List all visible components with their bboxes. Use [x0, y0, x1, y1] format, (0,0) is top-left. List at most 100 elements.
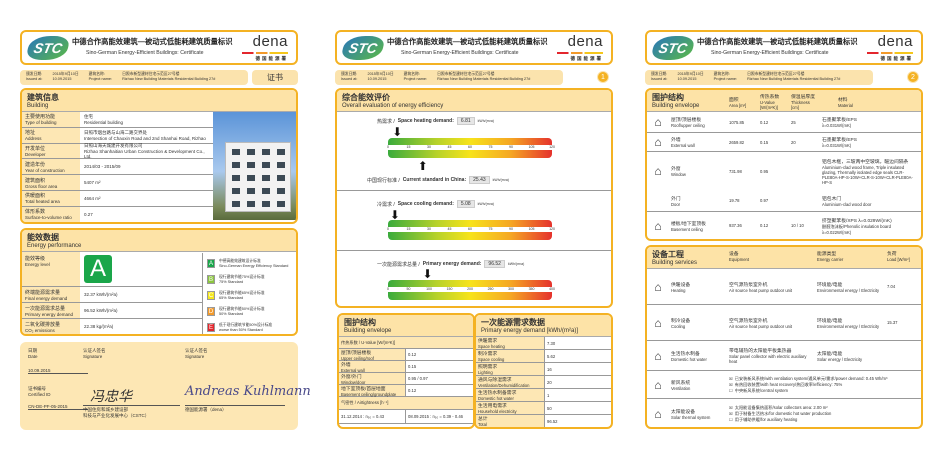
section-title-cn: 围护结构: [652, 93, 684, 102]
thickness: [789, 190, 820, 211]
issued-date-cn: 2015年9月10日: [677, 72, 704, 76]
issued-label: 颁发日期: Issued at:: [651, 72, 667, 83]
component-cn: 楼板/地下室顶板: [671, 221, 706, 227]
energy-carrier-en: Environmental energy / Electricity: [817, 323, 880, 329]
certificate-header: STC 中德合作高能效建筑—被动式低能耗建筑质量标识 Sino-German Ene…: [335, 30, 613, 65]
column-header: 面积 Area [m²]: [727, 92, 758, 111]
grade-swatch: A: [207, 258, 215, 268]
building-value-en: 4664 m²: [84, 195, 101, 201]
material: 铝包木框，三玻两中空玻璃，暖边间隔条 Aluminium-clad wood fr…: [820, 152, 921, 190]
service-type: 供暖设备 Heating: [669, 269, 727, 304]
solar-row: ⌂ 太阳能设备 Solar thermal system ☒ 太阳能设备集热面积/sol…: [647, 399, 921, 427]
window: [262, 162, 270, 168]
energy-rows: 能效等级 Energy level A 终端能源需求量 Final energy dem…: [22, 252, 202, 334]
scale-tick: 15: [406, 227, 411, 231]
title-english: Sino-German Energy-Efficient Buildings: …: [86, 50, 204, 56]
grade-swatch: D: [207, 306, 215, 316]
component-en: Upper ceiling/roof: [341, 355, 374, 361]
section-title: 围护结构 Building envelope: [339, 315, 473, 337]
standard-label-cn: 中国现行标准 /: [367, 177, 400, 184]
project-name-cn: 日照市新型建材住宅示范区27号楼: [437, 72, 495, 76]
envelope-services-page: STC 中德合作高能效建筑—被动式低能耗建筑质量标识 Sino-German Ene…: [645, 30, 925, 430]
grade-legend-item: D 现行建筑节能50%设计标准 50% Standard: [203, 303, 296, 319]
demand-type-en: Domestic hot water: [478, 396, 514, 401]
solar-option: ☒ 用于制备生活热水/for domestic hot water product…: [729, 411, 919, 417]
building-value: 日照山海天城建开发有限公司 Rizhao Shanhaitian Urban Co…: [80, 143, 215, 159]
project-name-en: Rizhao New Building Materials Residentia…: [122, 77, 216, 81]
cstc-org: 中国住房和城乡建设部 科技与产业化发展中心（CSTC）: [83, 407, 149, 419]
building-label-en: Year of construction: [25, 167, 65, 173]
demand-label-en: Space heating demand:: [397, 118, 454, 124]
column-header-cn: 设备: [729, 252, 739, 257]
demand-value: 96.52: [484, 260, 505, 268]
u-value: 0.95: [760, 168, 769, 174]
load: [885, 341, 889, 370]
u-value-header: 传热系数 / U-Value [W/(m²K)]: [341, 339, 396, 345]
ventilation-option-text: 中央新风系统/central system: [734, 387, 789, 393]
dena-logo-subtitle: 德国能源署: [880, 56, 913, 61]
demand-type: 总计 Total: [476, 415, 544, 427]
scale-ticks: 0 15 30 45 60 75 90 105 120: [387, 145, 555, 150]
window: [247, 201, 255, 207]
dena-logo: dena: [877, 33, 913, 50]
ventilation-option: ☐ 中央新风系统/central system: [729, 388, 919, 394]
primary-energy-row: 总计 Total 96.52: [476, 415, 611, 427]
equipment-cn: 带电辅热的太阳能平板集热器: [729, 349, 792, 354]
scale-tick: 15: [406, 145, 411, 149]
grade-desc-en: 50% Standard: [219, 311, 244, 316]
energy-level-label-en: Energy level: [25, 262, 50, 267]
building-value: 日照市烟台路与山海二路交界处 Intersection of Chaoxin Ro…: [80, 128, 215, 143]
demand-type-cn: 生活用电需求: [478, 404, 507, 409]
column-header-cn: 传热系数: [760, 95, 780, 100]
u-value: 0.12: [760, 119, 769, 125]
dena-logo: dena: [567, 33, 603, 50]
scale-tick: 50: [406, 287, 411, 291]
column-header-en: Energy carrier: [817, 257, 844, 262]
section-title: 设备工程 Building services 设备 Equipment 能源类型 Ener…: [647, 247, 921, 269]
title-chinese: 中德合作高能效建筑—被动式低能耗建筑质量标识: [387, 37, 548, 46]
building-value-cn: 日照市烟台路与山海二路交界处: [84, 129, 147, 135]
issued-label-cn: 颁发日期:: [651, 72, 668, 76]
demand-type-cn: 总计: [478, 417, 488, 422]
component: 外窗 Window: [669, 152, 727, 190]
energy-scale-bar: 0 50 100 150 200 250 300 350 400: [387, 280, 555, 300]
building-row: 开发单位 Developer 日照山海天城建开发有限公司 Rizhao Shanhai…: [22, 143, 215, 160]
building-label: 开发单位 Developer: [22, 143, 80, 159]
project-label-en: Project name:: [713, 77, 738, 81]
energy-label-en: Primary energy demand: [25, 311, 74, 317]
certificate-header: STC 中德合作高能效建筑—被动式低能耗建筑质量标识 Sino-German Ene…: [20, 30, 298, 65]
building-value-en: 0.27: [84, 211, 93, 217]
window: [262, 201, 270, 207]
envelope-u-values-section: 围护结构 Building envelope 传热系数 / U-Value [W/(…: [337, 313, 475, 429]
energy-value-text: 96.52 kWh/(m²a): [84, 308, 118, 313]
demand-value: 7.30: [544, 337, 557, 349]
building-services-section: 设备工程 Building services 设备 Equipment 能源类型 Ener…: [645, 245, 923, 429]
solar-option: ☒ 太阳能设备集热面积/solar collectors area: 2.00 m…: [729, 405, 919, 411]
envelope-detail-section: 围护结构 Building envelope 面积 Area [m²] 传热系数 U-Va…: [645, 88, 923, 241]
building-label-cn: 建筑面积: [25, 177, 46, 184]
u-value: 0.12: [405, 385, 418, 396]
certificate-header: STC 中德合作高能效建筑—被动式低能耗建筑质量标识 Sino-German Ene…: [645, 30, 923, 65]
material-en: λ=0.031W/(mK): [822, 143, 852, 148]
scale-tick: 300: [508, 287, 514, 291]
section-title-en: Energy performance: [27, 243, 82, 249]
demand-value: 1: [544, 389, 551, 401]
window: [247, 175, 255, 181]
demand-value: 5.08: [456, 200, 475, 208]
demand-label-en: Primary energy demand:: [422, 261, 482, 267]
solar-label-en: Solar thermal system: [671, 414, 711, 420]
ventilation-options: ☒ 已安装新风系统/with ventilation system/通风单元/需求…: [727, 371, 921, 398]
section-title-cn: 一次能源需求数据: [481, 318, 545, 327]
section-title: 一次能源需求数据 Primary energy demand [kWh/(m²a)…: [476, 315, 611, 337]
building-row: 建筑面积 Gross floor area 5407 m²: [22, 175, 215, 191]
service-type-en: Domestic hot water: [671, 356, 707, 362]
dena-logo-stripes: [557, 52, 603, 54]
energy-label-cn: 一次能源需求总量: [25, 305, 66, 312]
equipment-cn: 空气源热泵室外机: [729, 318, 768, 324]
demand-label: 一次能源需求总量 / Primary energy demand: 96.52 kW…: [377, 260, 524, 268]
energy-value: 32.37 kWh/(m²a): [80, 287, 202, 302]
energy-performance-section: 能效数据 Energy performance 能效等级 Energy level A 终…: [20, 228, 298, 336]
project-name: 日照市新型建材住宅示范区27号楼 Rizhao New Building Mate…: [437, 72, 530, 83]
title-english: Sino-German Energy-Efficient Buildings: …: [401, 50, 519, 56]
u-value-header-row: 传热系数 / U-Value [W/(m²K)]: [339, 337, 473, 349]
